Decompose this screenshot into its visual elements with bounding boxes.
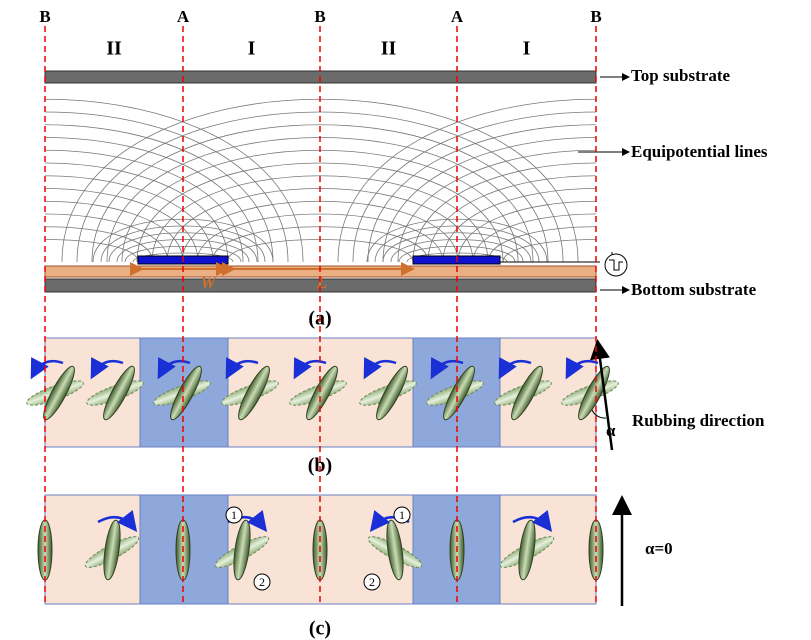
equipotential-label: Equipotential lines	[631, 142, 768, 161]
angle-label: α	[606, 421, 616, 440]
equipotential-line	[0, 112, 288, 262]
equipotential-line	[0, 150, 243, 262]
width-label: W	[200, 273, 217, 292]
angle-note: α=0	[645, 539, 673, 558]
marker-label: 1	[231, 508, 237, 522]
boundary-label: A	[177, 7, 190, 26]
region-label: II	[381, 38, 397, 60]
equipotential-lines	[0, 99, 811, 262]
region-label: I	[248, 38, 256, 60]
figure: W L Top substrate Equipotential lines Bo…	[0, 0, 811, 640]
rubbing-label: Rubbing direction	[632, 411, 765, 430]
marker-label: 2	[259, 575, 265, 589]
region-label: I	[523, 38, 531, 60]
equipotential-line	[0, 138, 258, 263]
marker-label: 2	[369, 575, 375, 589]
gap-label: L	[316, 273, 327, 292]
boundary-label: B	[39, 7, 50, 26]
boundary-label: B	[590, 7, 601, 26]
caption: (c)	[309, 618, 331, 640]
bottom-substrate-label: Bottom substrate	[631, 280, 757, 299]
voltage-source	[605, 254, 627, 276]
wire	[500, 252, 612, 262]
boundary-label: B	[314, 7, 325, 26]
top-substrate-label: Top substrate	[631, 66, 730, 85]
boundary-label: A	[451, 7, 464, 26]
equipotential-line	[338, 99, 811, 262]
equipotential-line	[0, 214, 168, 262]
equipotential-line	[0, 227, 153, 262]
marker-label: 1	[399, 508, 405, 522]
equipotential-line	[0, 201, 183, 262]
region-label: II	[106, 38, 122, 60]
